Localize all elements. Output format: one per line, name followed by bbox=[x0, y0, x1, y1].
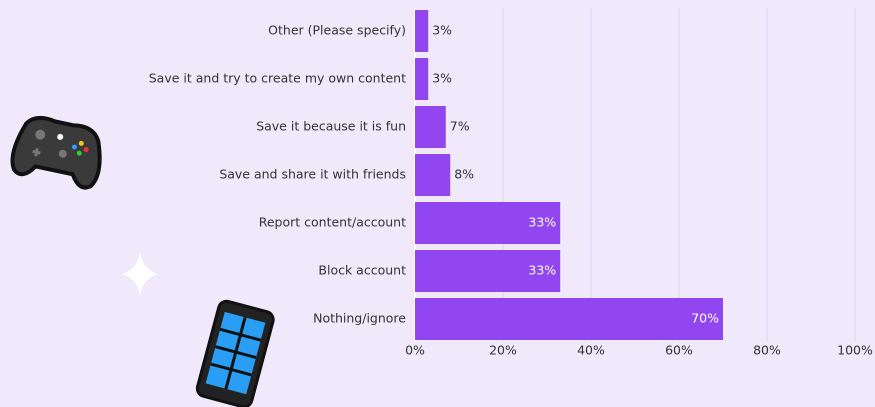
x-tick-label: 20% bbox=[489, 343, 517, 358]
gamepad-icon bbox=[10, 115, 102, 190]
data-label: 70% bbox=[691, 311, 719, 326]
x-tick-label: 80% bbox=[753, 343, 781, 358]
data-label: 33% bbox=[528, 215, 556, 230]
bar bbox=[415, 154, 451, 196]
data-label: 33% bbox=[528, 263, 556, 278]
bar bbox=[415, 10, 429, 52]
data-label: 7% bbox=[450, 119, 470, 134]
x-tick-label: 60% bbox=[665, 343, 693, 358]
data-label: 3% bbox=[432, 71, 452, 86]
bar bbox=[415, 58, 429, 100]
bar bbox=[415, 202, 561, 244]
y-tick-label: Nothing/ignore bbox=[313, 311, 406, 326]
sparkle bbox=[122, 252, 158, 296]
data-label: 8% bbox=[454, 167, 474, 182]
y-tick-label: Save it because it is fun bbox=[256, 119, 406, 134]
bar bbox=[415, 250, 561, 292]
bar bbox=[415, 106, 446, 148]
x-tick-label: 40% bbox=[577, 343, 605, 358]
x-tick-label: 0% bbox=[405, 343, 425, 358]
y-tick-label: Report content/account bbox=[259, 215, 406, 230]
y-tick-label: Save it and try to create my own content bbox=[149, 71, 406, 86]
phone-icon bbox=[195, 299, 275, 407]
data-label: 3% bbox=[432, 23, 452, 38]
y-tick-label: Other (Please specify) bbox=[268, 23, 406, 38]
y-tick-label: Save and share it with friends bbox=[219, 167, 406, 182]
x-tick-label: 100% bbox=[837, 343, 873, 358]
y-tick-label: Block account bbox=[318, 263, 406, 278]
bar bbox=[415, 298, 723, 340]
